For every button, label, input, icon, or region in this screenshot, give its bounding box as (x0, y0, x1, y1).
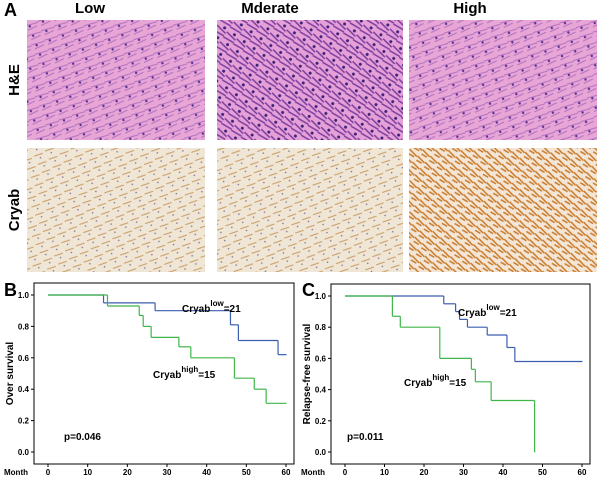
x-tick-label: 60 (282, 468, 291, 477)
p-value: p=0.011 (347, 432, 384, 443)
x-tick-label: 0 (343, 468, 348, 477)
x-tick-label: 40 (202, 468, 211, 477)
x-tick-label: 10 (380, 468, 389, 477)
p-value: p=0.046 (64, 432, 101, 443)
micrograph (27, 148, 205, 272)
label-sup: high (432, 373, 449, 382)
plot-frame (33, 282, 295, 465)
panel-label: C (302, 280, 315, 300)
x-axis-label: Month (301, 468, 325, 477)
y-tick-label: 1.0 (18, 291, 30, 300)
row-header: Cryab (6, 189, 23, 232)
x-tick-label: 30 (459, 468, 468, 477)
label-count: =21 (500, 308, 517, 319)
y-tick-label: 0.0 (18, 448, 30, 457)
x-tick-label: 50 (538, 468, 547, 477)
column-header: High (453, 0, 486, 17)
label-count: =21 (224, 304, 241, 315)
y-tick-label: 0.2 (18, 417, 30, 426)
micrograph (409, 148, 597, 272)
label-sup: low (486, 303, 500, 312)
label-sup: high (181, 365, 198, 374)
y-axis-label: Over survival (5, 342, 16, 406)
column-header: Low (75, 0, 105, 17)
x-tick-label: 20 (123, 468, 132, 477)
y-tick-label: 0.4 (18, 385, 30, 394)
x-tick-label: 40 (499, 468, 508, 477)
row-header: H&E (6, 64, 23, 96)
series-label: Cryablow=21 (182, 299, 241, 315)
x-tick-label: 0 (46, 468, 51, 477)
micrograph (27, 20, 205, 140)
label-text: Cryab (404, 378, 432, 389)
series-label: Cryablow=21 (458, 303, 517, 319)
y-tick-label: 0.8 (315, 323, 327, 332)
x-axis-label: Month (4, 468, 28, 477)
panel-label: B (4, 280, 17, 300)
x-tick-label: 20 (420, 468, 429, 477)
y-tick-label: 0.8 (18, 322, 30, 331)
label-text: Cryab (182, 304, 210, 315)
micrograph (217, 20, 403, 140)
y-axis-label: Relapse-free survival (302, 323, 313, 424)
micrograph (217, 148, 403, 272)
series-label: Cryabhigh=15 (153, 365, 216, 381)
x-tick-label: 50 (242, 468, 251, 477)
y-tick-label: 0.6 (18, 354, 30, 363)
panel-label: A (4, 0, 17, 20)
label-sup: low (210, 299, 224, 308)
x-tick-label: 10 (83, 468, 92, 477)
x-tick-label: 60 (578, 468, 587, 477)
x-tick-label: 30 (163, 468, 172, 477)
micrograph (409, 20, 597, 140)
y-tick-label: 0.4 (315, 386, 327, 395)
y-tick-label: 1.0 (315, 292, 327, 301)
label-text: Cryab (458, 308, 486, 319)
y-tick-label: 0.2 (315, 417, 327, 426)
y-tick-label: 0.6 (315, 354, 327, 363)
series-label: Cryabhigh=15 (404, 373, 467, 389)
label-text: Cryab (153, 370, 181, 381)
label-count: =15 (449, 378, 466, 389)
y-tick-label: 0.0 (315, 448, 327, 457)
plot-frame (330, 283, 591, 465)
label-count: =15 (198, 370, 215, 381)
column-header: Mderate (241, 0, 299, 17)
